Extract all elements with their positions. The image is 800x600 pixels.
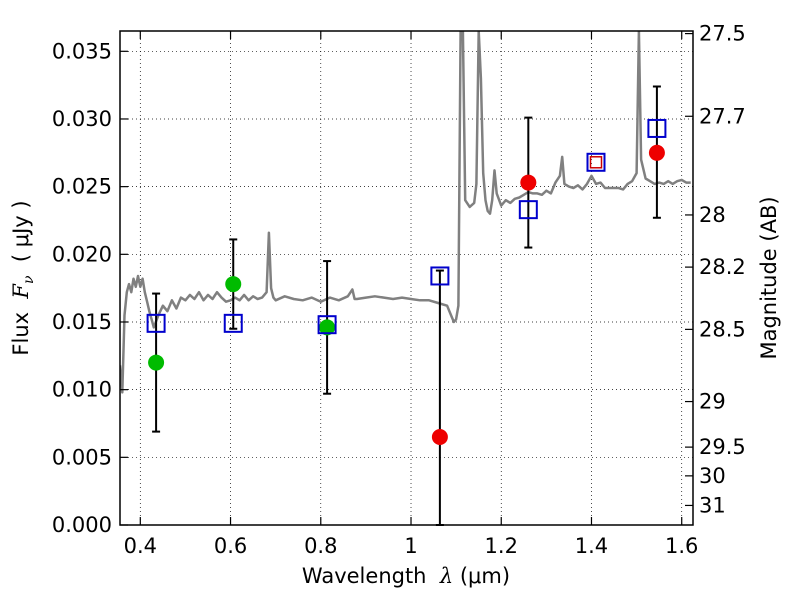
axis-ticks: 0.4 0.6 0.8 1 1.2 1.4 1.6 0.000 0.005 0.010 0.015 0… (52, 22, 746, 558)
x-tick-label: 0.4 (124, 534, 157, 558)
y-tick-label: 0.015 (52, 310, 112, 334)
x-tick-label: 1 (404, 534, 417, 558)
right-tick-label: 27.7 (699, 104, 746, 128)
y-tick-label: 0.010 (52, 378, 112, 402)
right-tick-label: 31 (699, 493, 726, 517)
right-axis-label: Magnitude (AB) (757, 196, 781, 359)
green-point (319, 319, 336, 336)
plot-background (120, 31, 693, 525)
model-square (518, 200, 538, 220)
right-tick-label: 28 (699, 203, 726, 227)
green-point (148, 354, 165, 371)
red-point (431, 429, 448, 446)
right-tick-label: 29.5 (699, 435, 746, 459)
x-tick-label: 1.6 (665, 534, 698, 558)
data-points (146, 118, 667, 446)
model-square-inner (589, 156, 603, 169)
plot-frame (119, 30, 694, 526)
y-tick-label: 0.030 (52, 107, 112, 131)
spectrum-line (120, 31, 691, 394)
right-tick-label: 27.5 (699, 22, 746, 46)
y-tick-label: 0.005 (52, 445, 112, 469)
red-point (648, 144, 665, 161)
x-axis-label: Wavelength λ (μm) (302, 564, 510, 588)
y-axis-label: Flux Fν ( μJy ) (9, 200, 37, 355)
right-tick-label: 29 (699, 390, 726, 414)
model-square (586, 152, 606, 172)
y-tick-label: 0.020 (52, 242, 112, 266)
model-square (430, 266, 450, 286)
model-square (647, 118, 667, 138)
x-tick-label: 0.8 (304, 534, 337, 558)
y-tick-label: 0.000 (52, 513, 112, 537)
green-point (225, 276, 242, 293)
y-tick-label: 0.025 (52, 175, 112, 199)
x-tick-label: 0.6 (214, 534, 247, 558)
y-tick-label: 0.035 (52, 39, 112, 63)
model-square (317, 315, 337, 335)
model-square (146, 313, 166, 333)
model-square (223, 313, 243, 333)
x-tick-label: 1.4 (575, 534, 608, 558)
x-tick-label: 1.2 (485, 534, 518, 558)
right-tick-label: 30 (699, 464, 726, 488)
right-tick-label: 28.2 (699, 255, 746, 279)
spectrum-layer (120, 31, 691, 394)
red-point (520, 174, 537, 191)
right-tick-label: 28.5 (699, 317, 746, 341)
